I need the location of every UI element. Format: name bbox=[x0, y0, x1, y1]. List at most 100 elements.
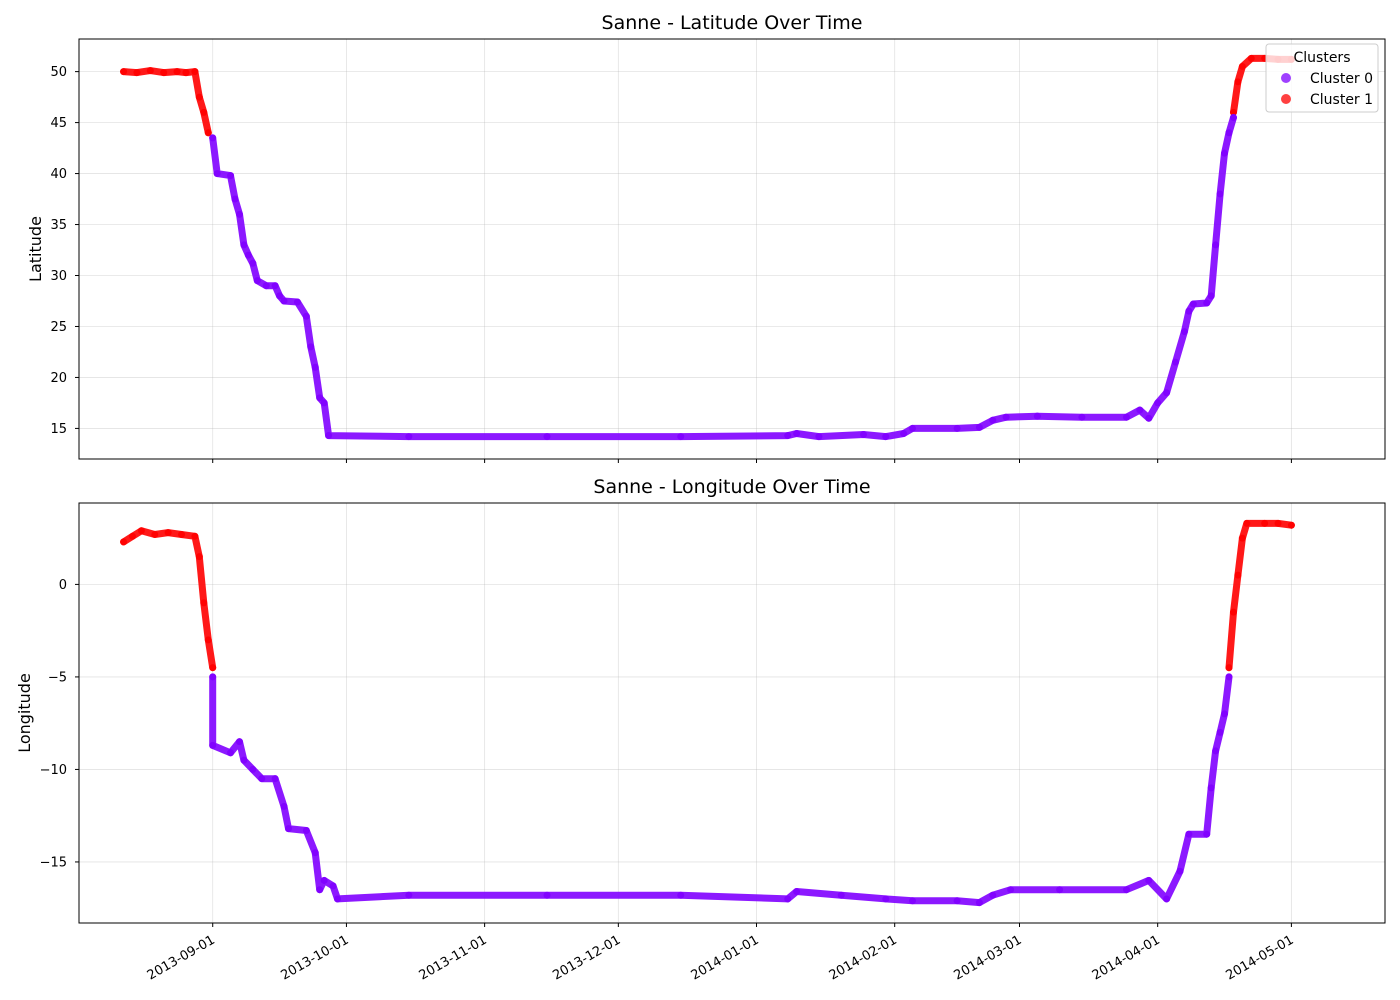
p1-series-0-point-18 bbox=[1287, 521, 1295, 529]
p0-series-1-point-6 bbox=[244, 251, 252, 259]
p1-series-1-point-1 bbox=[209, 741, 217, 749]
p0-series-1-point-49 bbox=[1221, 149, 1229, 157]
p1-series-1-point-5 bbox=[249, 765, 257, 773]
p1-series-0-point-9 bbox=[204, 636, 212, 644]
p1-series-1-point-31 bbox=[1163, 895, 1171, 903]
p1-series-1-point-32 bbox=[1176, 867, 1184, 875]
p0-series-1-point-5 bbox=[240, 241, 248, 249]
p1-series-0-point-5 bbox=[178, 530, 186, 538]
p0-series-1-point-47 bbox=[1212, 241, 1220, 249]
p1-x-tick-label-7: 2014-04-01 bbox=[1090, 933, 1163, 984]
legend-label-1: Cluster 1 bbox=[1310, 92, 1373, 108]
p0-series-1-point-28 bbox=[900, 430, 908, 438]
p0-series-1-point-37 bbox=[1136, 406, 1144, 414]
p0-series-1-point-43 bbox=[1185, 307, 1193, 315]
p1-axes-frame bbox=[78, 502, 1386, 924]
p1-series-1-point-37 bbox=[1216, 728, 1224, 736]
p1-series-0-point-16 bbox=[1261, 519, 1269, 527]
p0-series-1-point-31 bbox=[975, 423, 983, 431]
p1-series-1-point-29 bbox=[1122, 886, 1130, 894]
p1-series-1-point-15 bbox=[334, 895, 342, 903]
p0-series-1-point-46 bbox=[1207, 292, 1215, 300]
p0-y-axis-label: Latitude bbox=[26, 216, 45, 282]
p0-series-1-point-7 bbox=[249, 259, 257, 267]
p1-series-1-point-2 bbox=[227, 749, 235, 757]
p1-y-tick-label-3: 0 bbox=[59, 578, 67, 593]
p0-series-1-point-45 bbox=[1203, 299, 1211, 307]
p1-x-tick-label-2: 2013-11-01 bbox=[417, 933, 490, 984]
p0-y-tick-label-1: 20 bbox=[50, 371, 67, 386]
p0-series-0-point-3 bbox=[160, 69, 168, 77]
p0-series-1-point-23 bbox=[784, 432, 792, 440]
p0-y-tick-label-7: 50 bbox=[50, 65, 67, 80]
p1-series-1-point-13 bbox=[320, 876, 328, 884]
p0-series-0-point-9 bbox=[204, 129, 212, 137]
p1-chart-title: Sanne - Longitude Over Time bbox=[593, 476, 870, 498]
p0-series-1-point-21 bbox=[543, 433, 551, 441]
p1-series-1-point-3 bbox=[235, 738, 243, 746]
p0-series-1-point-17 bbox=[316, 394, 324, 402]
p1-series-0-point-10 bbox=[209, 664, 217, 672]
p1-series-0-point-13 bbox=[1234, 571, 1242, 579]
p0-series-1-point-27 bbox=[882, 433, 890, 441]
legend-marker-1 bbox=[1281, 94, 1291, 104]
p1-x-tick-label-8: 2014-05-01 bbox=[1223, 933, 1296, 984]
p0-series-1-point-9 bbox=[262, 282, 270, 290]
p1-series-0-point-11 bbox=[1225, 664, 1233, 672]
p1-series-0-point-8 bbox=[200, 599, 208, 607]
p1-series-1-point-9 bbox=[284, 825, 292, 833]
p1-series-1-point-26 bbox=[989, 891, 997, 899]
p0-series-0-point-11 bbox=[1234, 78, 1242, 86]
p0-series-1-point-50 bbox=[1225, 129, 1233, 137]
p0-series-1-point-39 bbox=[1154, 399, 1162, 407]
p1-series-1-point-24 bbox=[953, 897, 961, 905]
p1-y-tick-label-2: −5 bbox=[48, 670, 67, 685]
p1-series-1-point-30 bbox=[1145, 876, 1153, 884]
p0-series-0-trace-0 bbox=[120, 67, 212, 137]
p1-series-1-point-39 bbox=[1225, 673, 1233, 681]
p1-y-tick-label-0: −15 bbox=[40, 855, 67, 870]
p0-series-1-point-33 bbox=[1002, 413, 1010, 421]
p1-series-1-point-33 bbox=[1185, 830, 1193, 838]
p1-series-1-point-8 bbox=[280, 802, 288, 810]
p0-y-tick-label-5: 40 bbox=[50, 167, 67, 182]
p0-series-1-point-32 bbox=[989, 416, 997, 424]
p1-series-1-point-18 bbox=[677, 891, 685, 899]
p0-series-0-point-8 bbox=[200, 108, 208, 116]
p1-x-tick-label-4: 2014-01-01 bbox=[689, 933, 762, 984]
p1-series-0-point-15 bbox=[1243, 519, 1251, 527]
p0-series-0-point-0 bbox=[120, 68, 128, 76]
p0-y-tick-label-2: 25 bbox=[50, 320, 67, 335]
p0-series-0-point-7 bbox=[195, 93, 203, 101]
legend-box bbox=[1265, 43, 1379, 113]
p0-series-1-point-48 bbox=[1216, 190, 1224, 198]
p0-series-0-point-4 bbox=[173, 68, 181, 76]
p0-series-1-point-34 bbox=[1033, 412, 1041, 420]
p0-series-1-point-8 bbox=[253, 277, 261, 285]
p1-series-0-trace-0 bbox=[120, 527, 217, 672]
p0-chart-title: Sanne - Latitude Over Time bbox=[602, 12, 863, 34]
p1-series-1-point-34 bbox=[1203, 830, 1211, 838]
p1-series-0-point-12 bbox=[1229, 608, 1237, 616]
p1-series-0-trace-1 bbox=[1225, 519, 1295, 672]
p0-series-1-point-3 bbox=[231, 195, 239, 203]
p0-axes-frame bbox=[78, 38, 1386, 460]
p0-series-1-point-0 bbox=[209, 134, 217, 142]
p0-y-tick-label-6: 45 bbox=[50, 116, 67, 131]
p1-series-1-point-7 bbox=[271, 775, 279, 783]
p1-x-tick-label-3: 2013-12-01 bbox=[550, 933, 623, 984]
p0-series-1-point-26 bbox=[859, 431, 867, 439]
p1-x-tick-label-6: 2014-03-01 bbox=[952, 933, 1025, 984]
p1-series-0-point-7 bbox=[195, 553, 203, 561]
legend-title: Clusters bbox=[1294, 50, 1351, 66]
p1-series-1-point-4 bbox=[240, 756, 248, 764]
p1-series-1-point-16 bbox=[405, 891, 413, 899]
p0-series-1-point-51 bbox=[1229, 113, 1237, 121]
p0-series-1-point-13 bbox=[293, 298, 301, 306]
p1-series-0-point-17 bbox=[1274, 519, 1282, 527]
p1-x-tick-label-0: 2013-09-01 bbox=[145, 933, 218, 984]
p1-series-0-point-14 bbox=[1238, 534, 1246, 542]
p1-x-tick-label-1: 2013-10-01 bbox=[279, 933, 352, 984]
p1-series-1-point-20 bbox=[793, 888, 801, 896]
p0-series-1-point-30 bbox=[953, 424, 961, 432]
